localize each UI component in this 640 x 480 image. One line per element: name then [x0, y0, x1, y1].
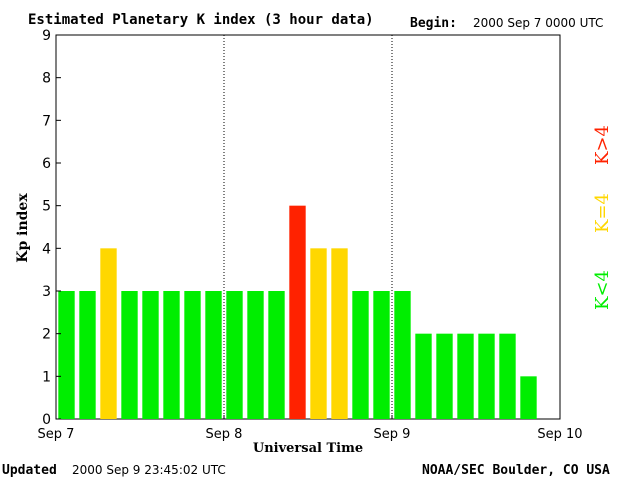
kp-bar	[457, 333, 474, 419]
x-tick-label: Sep 10	[537, 427, 582, 442]
plot-area	[55, 34, 561, 420]
source-credit: NOAA/SEC Boulder, CO USA	[422, 463, 610, 478]
y-tick-label: 9	[42, 28, 51, 44]
begin-label: Begin:	[410, 16, 457, 31]
kp-bar	[310, 248, 327, 419]
legend: K<4 K=4 K>4	[592, 125, 613, 310]
kp-bar	[478, 333, 495, 419]
kp-bar	[436, 333, 453, 419]
kp-bar	[331, 248, 348, 419]
kp-bar	[100, 248, 117, 419]
kp-bar	[121, 291, 138, 419]
legend-entry: K<4	[592, 270, 613, 310]
kp-bar	[226, 291, 243, 419]
y-tick-label: 0	[42, 412, 51, 428]
x-tick-group: Sep 7 Sep 8 Sep 9 Sep 10	[38, 415, 583, 442]
kp-bar	[58, 291, 75, 419]
y-tick-label: 2	[42, 327, 51, 343]
begin-value: 2000 Sep 7 0000 UTC	[473, 16, 603, 30]
legend-entry: K>4	[592, 125, 613, 165]
kp-bar	[268, 291, 285, 419]
kp-bar	[184, 291, 201, 419]
kp-bar	[415, 333, 432, 419]
updated-value: 2000 Sep 9 23:45:02 UTC	[72, 463, 226, 477]
y-tick-label: 8	[42, 71, 51, 87]
y-tick-label: 7	[42, 113, 51, 129]
y-tick-label: 3	[42, 284, 51, 300]
y-tick-group: 0 1 2 3 4 5 6 7 8 9	[42, 28, 61, 428]
kp-bar	[163, 291, 180, 419]
updated-label: Updated	[2, 463, 57, 478]
x-tick-label: Sep 8	[206, 427, 243, 442]
kp-bar	[520, 376, 537, 419]
chart-title: Estimated Planetary K index (3 hour data…	[28, 12, 374, 28]
kp-bar	[352, 291, 369, 419]
x-tick-label: Sep 9	[374, 427, 411, 442]
x-tick-label: Sep 7	[38, 427, 75, 442]
kp-bar	[247, 291, 264, 419]
x-axis-label: Universal Time	[253, 441, 363, 456]
kp-bar	[289, 205, 306, 419]
y-tick-label: 6	[42, 156, 51, 172]
y-tick-label: 1	[42, 369, 51, 385]
y-tick-label: 4	[42, 241, 51, 257]
bar-group	[58, 205, 537, 419]
kp-bar	[79, 291, 96, 419]
kp-bar	[499, 333, 516, 419]
kp-bar	[373, 291, 390, 419]
y-tick-label: 5	[42, 199, 51, 215]
kp-bar	[394, 291, 411, 419]
y-axis-label: Kp index	[15, 193, 31, 263]
kp-bar	[142, 291, 159, 419]
kp-bar	[205, 291, 222, 419]
day-divider-group	[223, 35, 393, 419]
legend-entry: K=4	[592, 193, 613, 233]
